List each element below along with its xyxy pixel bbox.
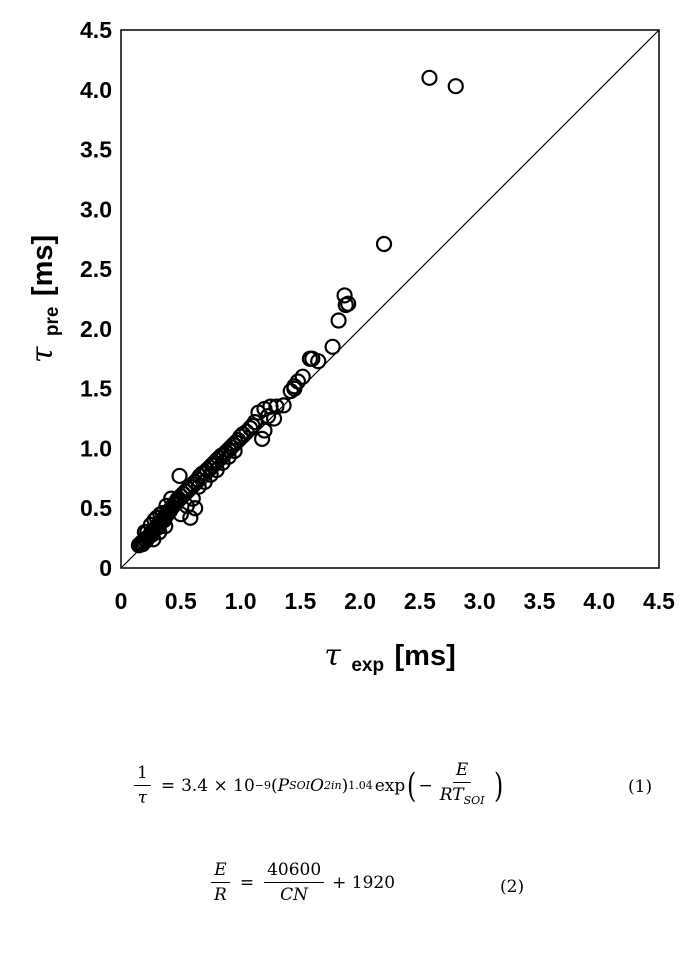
eq1-lhs-numerator: 1 <box>134 763 151 786</box>
data-point <box>330 312 347 329</box>
x-tick-label: 2.5 <box>404 588 436 614</box>
x-axis-subscript: exp <box>351 655 384 676</box>
data-point <box>294 368 311 385</box>
data-point <box>265 410 283 427</box>
data-point <box>275 397 292 414</box>
y-tick-label: 4.5 <box>80 17 112 43</box>
x-tick-label: 2.0 <box>344 588 376 614</box>
data-point <box>268 398 285 415</box>
plot-frame <box>120 29 660 569</box>
eq2-plus-term: + 1920 <box>332 872 396 893</box>
eq1-paren-close: ) <box>341 775 349 796</box>
x-tick-label: 4.0 <box>583 588 615 614</box>
y-tick-label: 2.0 <box>80 316 112 342</box>
eq1-p-subscript: SOI <box>289 779 311 792</box>
data-point <box>310 353 327 370</box>
eq1-coefficient: 3.4 × 10 <box>181 775 255 796</box>
eq1-equals: = <box>160 775 176 796</box>
x-tick-label: 1.5 <box>284 588 316 614</box>
data-points <box>130 69 464 554</box>
eq1-exp-denominator: RTSOI <box>437 783 488 811</box>
y-tick-label: 0 <box>99 555 112 581</box>
equation-2-number: (2) <box>500 877 525 897</box>
eq2-rhs-numerator: 40600 <box>264 860 325 883</box>
eq1-coefficient-exponent: −9 <box>254 779 272 792</box>
eq1-paren-open: ( <box>271 775 278 796</box>
data-point <box>256 422 273 439</box>
data-point <box>340 295 357 312</box>
x-tick-label: 3.0 <box>464 588 496 614</box>
data-point <box>324 338 341 355</box>
data-point <box>246 414 264 431</box>
data-point <box>182 509 199 526</box>
data-point <box>421 69 438 86</box>
eq1-o-symbol: O <box>310 775 324 796</box>
eq1-p-symbol: P <box>277 775 290 796</box>
y-tick-label: 4.0 <box>80 77 112 103</box>
y-tick-label: 3.5 <box>80 137 112 163</box>
eq1-exp-denominator-subscript: SOI <box>463 794 485 807</box>
eq1-exp-denominator-rt: RT <box>439 785 464 805</box>
eq1-exp: exp <box>374 775 406 796</box>
eq1-exp-paren-close: ) <box>493 765 503 806</box>
eq1-minus: − <box>418 775 433 796</box>
data-point <box>157 518 174 535</box>
data-point <box>187 500 204 517</box>
data-point <box>226 442 243 459</box>
x-axis-label: τ exp [ms] <box>324 638 456 676</box>
data-point <box>286 380 303 397</box>
y-tick-label: 3.0 <box>80 196 112 222</box>
eq1-exp-fraction: E RTSOI <box>437 760 488 811</box>
x-tick-label: 0 <box>115 588 128 614</box>
x-axis-symbol: τ <box>324 638 341 673</box>
scatter-chart: 0 0.5 1.0 1.5 2.0 2.5 3.0 3.5 4.0 4.5 0 0.5 1.0 1.5 2… <box>25 17 676 676</box>
eq1-exp-numerator: E <box>452 760 472 783</box>
eq2-lhs-numerator: E <box>211 860 230 883</box>
data-point <box>163 490 180 507</box>
eq1-lhs-fraction: 1 τ <box>134 763 151 808</box>
y-tick-label: 0.5 <box>80 495 112 521</box>
eq2-rhs-fraction: 40600 CN <box>264 860 325 905</box>
eq1-exp-paren-open: ( <box>407 765 417 806</box>
y-axis-unit: [ms] <box>27 235 59 296</box>
eq1-lhs-denominator: τ <box>137 788 148 808</box>
x-tick-label: 3.5 <box>523 588 555 614</box>
x-tick-label: 4.5 <box>643 588 675 614</box>
y-tick-label: 1.0 <box>80 435 112 461</box>
x-tick-label: 0.5 <box>165 588 197 614</box>
y-tick-label: 2.5 <box>80 256 112 282</box>
y-axis-symbol: τ <box>25 346 60 363</box>
data-point <box>336 287 353 304</box>
data-point <box>253 430 271 447</box>
data-point <box>375 235 393 253</box>
y-axis-ticks: 0 0.5 1.0 1.5 2.0 2.5 3.0 3.5 4.0 4.5 <box>80 17 112 581</box>
data-point <box>447 78 464 95</box>
equation-2: E R = 40600 CN + 1920 <box>207 860 395 905</box>
eq1-power: 1.04 <box>348 779 373 792</box>
equation-1-number: (1) <box>628 777 653 797</box>
x-axis-unit: [ms] <box>395 640 456 672</box>
y-axis-subscript: pre <box>42 307 63 337</box>
equation-1: 1 τ = 3.4 × 10 −9 (P SOI O 2in) 1.04 exp ( − … <box>130 760 505 811</box>
data-point <box>171 467 188 485</box>
y-axis-label: τ pre [ms] <box>25 235 63 363</box>
eq2-lhs-fraction: E R <box>211 860 230 905</box>
x-axis-ticks: 0 0.5 1.0 1.5 2.0 2.5 3.0 3.5 4.0 4.5 <box>115 588 676 614</box>
eq1-o-subscript: 2in <box>323 779 342 792</box>
eq2-rhs-denominator: CN <box>280 885 309 905</box>
x-tick-label: 1.0 <box>225 588 257 614</box>
eq2-equals: = <box>239 872 255 893</box>
y-tick-label: 1.5 <box>80 376 112 402</box>
eq2-lhs-denominator: R <box>214 885 227 905</box>
